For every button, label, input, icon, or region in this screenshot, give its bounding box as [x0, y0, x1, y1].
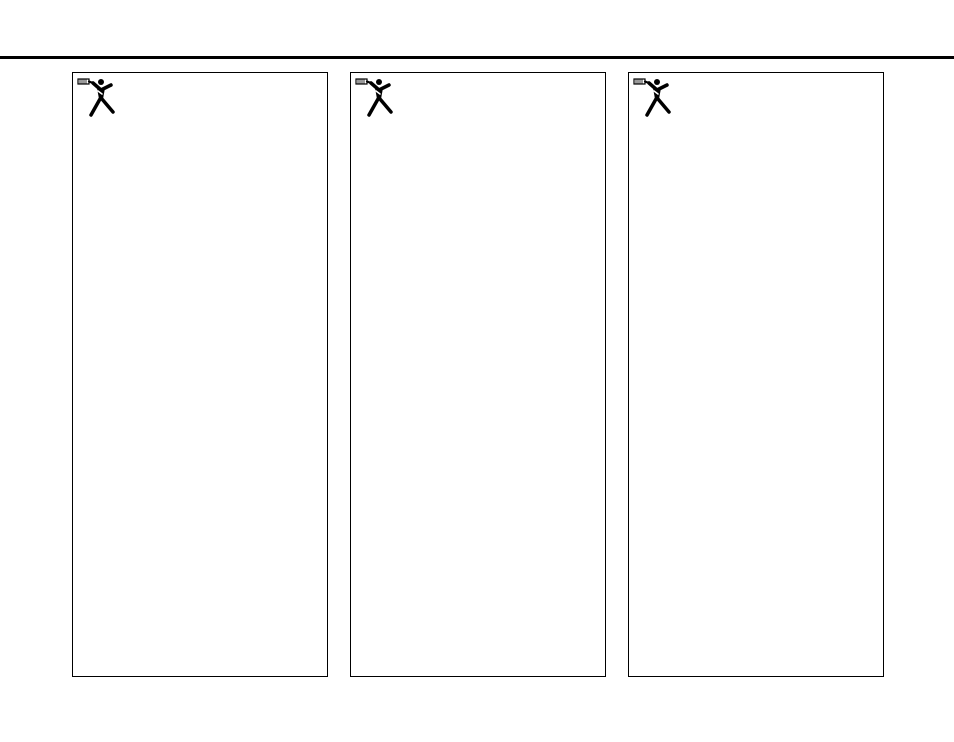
page-root [0, 0, 954, 742]
painter-icon [355, 75, 397, 122]
painter-icon [77, 75, 119, 122]
panel-3 [628, 72, 884, 677]
panels-row [72, 72, 884, 677]
painter-icon [633, 75, 675, 122]
panel-1 [72, 72, 328, 677]
top-rule [0, 56, 954, 59]
panel-2 [350, 72, 606, 677]
